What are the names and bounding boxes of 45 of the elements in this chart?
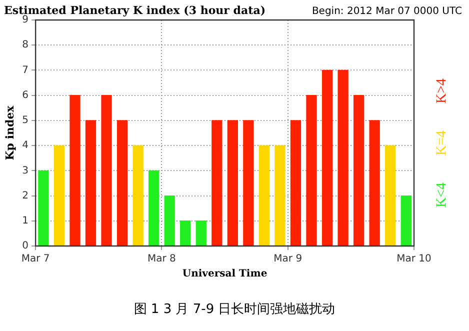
bar [54,145,65,246]
bar [116,120,128,246]
text: K=4 [434,130,450,156]
y-tick-label: 6 [22,90,29,101]
bar [290,120,302,246]
x-tick-label: Mar 9 [274,254,302,265]
y-tick-label: 0 [22,240,29,252]
bar [101,95,112,246]
bar [306,95,317,246]
y-tick-label: 8 [22,40,29,51]
bar [258,145,270,246]
y-tick-label: 4 [22,140,29,152]
bar [338,70,348,246]
x-tick-label: Mar 10 [396,254,432,265]
y-tick-label: 3 [22,165,29,176]
bar [369,120,380,246]
bar [274,145,286,246]
text: K<4 [434,182,450,208]
caption: 图 1 3 月 7-9 日长时间强地磁扰动 [132,301,336,318]
bar [180,220,191,246]
bar [196,220,206,246]
y-tick-label: 9 [22,14,29,26]
x-tick-label: Mar 8 [147,254,176,265]
bar [148,170,160,246]
bar [164,195,175,246]
bar [243,120,254,246]
bar [353,95,364,246]
chart-subtitle: Begin: 2012 Mar 07 0000 UTC [312,6,462,17]
x-axis-title: Universal Time [182,268,268,280]
bar [385,145,396,246]
bar [400,195,412,246]
y-tick-label: 7 [22,64,29,76]
bar [70,95,80,246]
y-tick-label: 2 [22,190,29,202]
y-tick-label: 5 [22,115,29,126]
bar [227,120,238,246]
y-axis-title: Kp index [3,105,16,160]
bar [38,170,49,246]
y-tick-label: 1 [22,215,29,226]
bar [132,145,144,246]
bar [212,120,222,246]
x-tick-label: Mar 7 [21,254,50,265]
bar [85,120,96,246]
text: K>4 [434,78,450,104]
bar [322,70,333,246]
